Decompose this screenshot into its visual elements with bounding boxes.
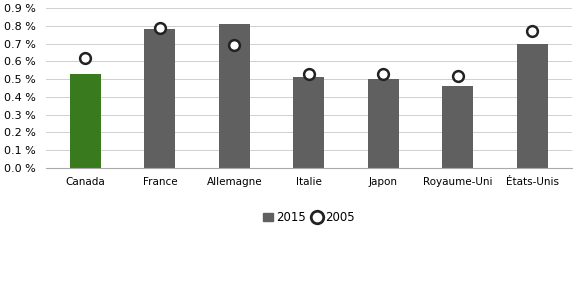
Bar xyxy=(293,77,324,168)
Point xyxy=(378,71,388,76)
Bar xyxy=(367,79,399,168)
Bar xyxy=(70,74,101,168)
Point xyxy=(155,25,164,30)
Bar xyxy=(517,44,548,168)
Bar xyxy=(442,86,473,168)
Bar xyxy=(219,24,250,168)
Point xyxy=(230,43,239,48)
Point xyxy=(453,73,463,78)
Bar xyxy=(144,29,176,168)
Point xyxy=(304,71,313,76)
Point xyxy=(81,56,90,60)
Point xyxy=(528,29,537,33)
Legend: 2015, 2005: 2015, 2005 xyxy=(259,206,359,229)
